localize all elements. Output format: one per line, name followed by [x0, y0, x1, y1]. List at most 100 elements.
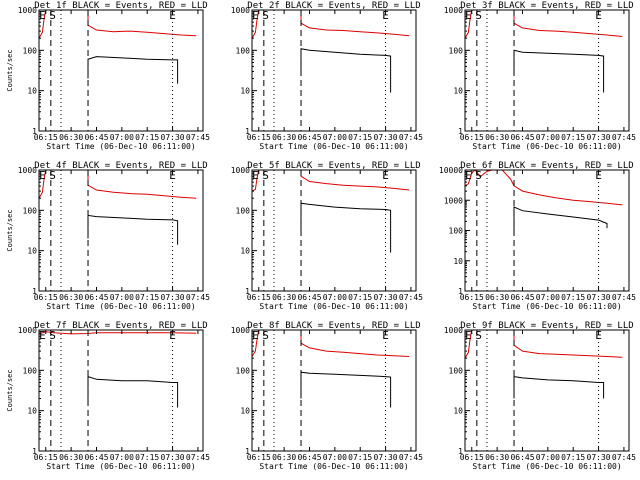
y-tick-label: 10 — [27, 407, 37, 416]
y-tick-label: 1000 — [18, 326, 37, 335]
plot-frame — [38, 169, 204, 292]
lld-series-line — [464, 329, 623, 359]
event-marker-label: S — [49, 329, 56, 342]
x-tick-label: 07:00 — [323, 453, 347, 462]
x-tick-label: 06:15 — [460, 453, 484, 462]
x-tick-label: 07:45 — [186, 453, 210, 462]
plot-frame — [464, 9, 630, 132]
event-marker-label: S — [475, 329, 482, 342]
y-tick-label: 100 — [23, 366, 38, 375]
y-tick-label: 10 — [453, 87, 463, 96]
x-tick-label: 06:45 — [510, 293, 534, 302]
lld-series-line — [251, 329, 410, 357]
x-axis-label: Start Time (06-Dec-10 06:11:00) — [46, 142, 195, 151]
x-axis-label: Start Time (06-Dec-10 06:11:00) — [472, 142, 621, 151]
y-tick-label: 1 — [245, 447, 250, 456]
x-tick-label: 07:45 — [186, 293, 210, 302]
panel-title: Det 7f BLACK = Events, RED = LLD — [34, 321, 207, 331]
x-tick-label: 06:30 — [272, 453, 296, 462]
y-tick-label: 10 — [240, 247, 250, 256]
y-tick-label: 1000 — [444, 326, 463, 335]
events-series-line — [300, 371, 392, 408]
x-tick-label: 07:00 — [536, 133, 560, 142]
x-tick-label: 07:00 — [536, 293, 560, 302]
x-axis-label: Start Time (06-Dec-10 06:11:00) — [472, 462, 621, 471]
plot-frame — [251, 169, 417, 292]
x-tick-label: 07:15 — [348, 453, 372, 462]
x-tick-label: 06:15 — [460, 293, 484, 302]
panel-title: Det 3f BLACK = Events, RED = LLD — [460, 1, 633, 11]
plot-frame — [464, 169, 630, 292]
event-marker-label: E — [382, 329, 389, 342]
x-axis-label: Start Time (06-Dec-10 06:11:00) — [472, 302, 621, 311]
event-marker-label: E — [252, 169, 259, 182]
y-tick-label: 100 — [23, 206, 38, 215]
x-tick-label: 07:45 — [612, 293, 636, 302]
x-tick-label: 07:00 — [323, 293, 347, 302]
events-series-line — [513, 376, 605, 399]
y-tick-label: 10000 — [439, 166, 463, 175]
events-series-line — [300, 202, 392, 253]
x-tick-label: 06:15 — [460, 133, 484, 142]
event-marker-label: E — [382, 9, 389, 22]
x-tick-label: 06:45 — [510, 133, 534, 142]
x-tick-label: 07:30 — [374, 133, 398, 142]
x-tick-label: 07:30 — [587, 133, 611, 142]
event-marker-label: E — [465, 169, 472, 182]
y-tick-label: 10 — [27, 247, 37, 256]
events-series-line — [513, 206, 608, 234]
event-marker-label: E — [382, 169, 389, 182]
lld-series-line — [464, 169, 623, 206]
x-tick-label: 06:45 — [297, 133, 321, 142]
event-marker-label: E — [595, 329, 602, 342]
event-marker-label: S — [49, 9, 56, 22]
x-tick-label: 07:00 — [110, 453, 134, 462]
y-tick-label: 1000 — [231, 326, 250, 335]
events-series-line — [87, 375, 179, 408]
panel-title: Det 8f BLACK = Events, RED = LLD — [247, 321, 420, 331]
y-axis-label: Counts/sec — [6, 369, 14, 411]
panel-title: Det 6f BLACK = Events, RED = LLD — [460, 161, 633, 171]
panel-title: Det 1f BLACK = Events, RED = LLD — [34, 1, 207, 11]
x-axis-label: Start Time (06-Dec-10 06:11:00) — [46, 462, 195, 471]
x-tick-label: 07:15 — [348, 293, 372, 302]
event-marker-label: E — [595, 169, 602, 182]
y-tick-label: 100 — [449, 227, 464, 236]
x-tick-label: 07:30 — [374, 453, 398, 462]
lld-series-line — [464, 9, 623, 39]
y-tick-label: 1 — [458, 287, 463, 296]
event-marker-label: E — [252, 329, 259, 342]
lld-series-line — [251, 169, 410, 192]
y-tick-label: 10 — [240, 407, 250, 416]
x-tick-label: 07:00 — [110, 133, 134, 142]
x-tick-label: 07:15 — [561, 133, 585, 142]
x-tick-label: 06:30 — [272, 133, 296, 142]
x-tick-label: 06:45 — [84, 133, 108, 142]
x-tick-label: 07:00 — [110, 293, 134, 302]
event-marker-label: S — [475, 9, 482, 22]
plot-frame — [464, 329, 630, 452]
x-tick-label: 06:15 — [247, 293, 271, 302]
x-tick-label: 06:45 — [84, 293, 108, 302]
y-tick-label: 1000 — [444, 6, 463, 15]
y-tick-label: 1 — [458, 127, 463, 136]
event-marker-label: E — [39, 169, 46, 182]
x-axis-label: Start Time (06-Dec-10 06:11:00) — [259, 462, 408, 471]
panel-title: Det 9f BLACK = Events, RED = LLD — [460, 321, 633, 331]
event-marker-label: E — [39, 9, 46, 22]
x-tick-label: 06:30 — [485, 293, 509, 302]
event-marker-label: S — [262, 329, 269, 342]
x-tick-label: 06:15 — [247, 453, 271, 462]
x-tick-label: 07:30 — [374, 293, 398, 302]
event-marker-label: E — [169, 329, 176, 342]
event-marker-label: E — [595, 9, 602, 22]
y-tick-label: 100 — [449, 46, 464, 55]
plot-frame — [251, 329, 417, 452]
y-tick-label: 10 — [27, 87, 37, 96]
